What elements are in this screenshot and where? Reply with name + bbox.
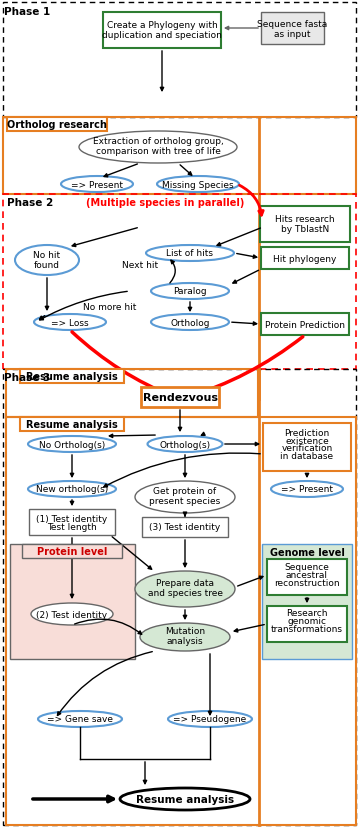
Ellipse shape — [15, 246, 79, 276]
Text: => Loss: => Loss — [51, 318, 89, 327]
Text: Missing Species: Missing Species — [162, 181, 234, 190]
Ellipse shape — [151, 284, 229, 300]
Ellipse shape — [28, 481, 116, 498]
Text: Genome level: Genome level — [270, 547, 344, 557]
Ellipse shape — [61, 177, 133, 193]
Text: Prepare data: Prepare data — [156, 579, 214, 588]
Ellipse shape — [140, 623, 230, 651]
Text: reconstruction: reconstruction — [274, 579, 340, 588]
Text: No more hit: No more hit — [83, 303, 137, 312]
Text: Paralog: Paralog — [173, 287, 207, 296]
Ellipse shape — [31, 604, 113, 625]
Text: Phase 3: Phase 3 — [4, 373, 50, 383]
Text: present species: present species — [149, 497, 221, 506]
Text: Ortholog: Ortholog — [170, 318, 210, 327]
Text: Ortholog(s): Ortholog(s) — [159, 440, 211, 449]
Text: as input: as input — [274, 30, 310, 38]
Ellipse shape — [38, 711, 122, 727]
Text: genomic: genomic — [288, 617, 326, 626]
Text: Create a Phylogeny with: Create a Phylogeny with — [107, 21, 218, 30]
Ellipse shape — [135, 571, 235, 607]
Bar — [261, 248, 349, 270]
Ellipse shape — [79, 132, 237, 164]
Ellipse shape — [151, 315, 229, 330]
Bar — [20, 417, 124, 431]
Text: transformations: transformations — [271, 625, 343, 633]
Ellipse shape — [271, 481, 343, 498]
Text: Rendezvous: Rendezvous — [143, 392, 218, 402]
Text: verification: verification — [281, 444, 333, 453]
Text: Test length: Test length — [47, 522, 97, 532]
Text: by TblastN: by TblastN — [281, 224, 329, 233]
Text: duplication and speciation: duplication and speciation — [102, 31, 222, 40]
Bar — [267, 560, 347, 595]
Bar — [20, 369, 124, 383]
Text: Extraction of ortholog group,: Extraction of ortholog group, — [93, 137, 223, 147]
Text: Get protein of: Get protein of — [153, 487, 216, 496]
Bar — [3, 369, 356, 825]
Text: Protein level: Protein level — [37, 546, 107, 556]
Bar — [261, 314, 349, 335]
Bar — [262, 544, 352, 659]
Ellipse shape — [168, 711, 252, 727]
Text: New ortholog(s): New ortholog(s) — [36, 485, 108, 494]
Text: No Ortholog(s): No Ortholog(s) — [39, 440, 105, 449]
Text: Resume analysis: Resume analysis — [136, 794, 234, 804]
Text: Phase 2: Phase 2 — [7, 198, 53, 208]
Text: Research: Research — [286, 609, 328, 618]
Text: Hit phylogeny: Hit phylogeny — [273, 254, 337, 263]
Bar — [22, 544, 122, 558]
Bar — [10, 544, 135, 659]
Text: List of hits: List of hits — [167, 249, 214, 258]
Bar — [267, 606, 347, 643]
Bar — [261, 13, 323, 45]
Bar — [29, 509, 115, 536]
Ellipse shape — [120, 788, 250, 810]
Text: No hit: No hit — [33, 251, 61, 260]
Bar — [7, 118, 107, 132]
Text: => Gene save: => Gene save — [47, 715, 113, 724]
Text: ancestral: ancestral — [286, 570, 328, 580]
Bar — [103, 13, 221, 49]
Ellipse shape — [146, 246, 234, 262]
Text: Resume analysis: Resume analysis — [26, 372, 118, 382]
Ellipse shape — [157, 177, 239, 193]
Text: comparison with tree of life: comparison with tree of life — [95, 147, 220, 156]
Ellipse shape — [148, 436, 223, 452]
Text: Sequence: Sequence — [285, 563, 330, 572]
Text: => Pseudogene: => Pseudogene — [173, 715, 247, 724]
Text: and species tree: and species tree — [148, 589, 223, 598]
Ellipse shape — [28, 436, 116, 452]
Text: Prediction: Prediction — [284, 428, 330, 437]
Text: Ortholog research: Ortholog research — [7, 120, 107, 130]
Text: found: found — [34, 261, 60, 270]
Text: Protein Prediction: Protein Prediction — [265, 320, 345, 329]
Bar — [3, 195, 356, 369]
Bar — [3, 118, 356, 195]
Bar — [263, 423, 351, 471]
Text: Resume analysis: Resume analysis — [26, 420, 118, 430]
Text: Phase 1: Phase 1 — [4, 7, 50, 17]
Ellipse shape — [34, 315, 106, 330]
Text: existence: existence — [285, 436, 329, 445]
Bar — [6, 417, 356, 825]
Ellipse shape — [135, 481, 235, 513]
Bar — [141, 388, 219, 407]
Text: Sequence fasta: Sequence fasta — [257, 20, 327, 28]
Text: (Multiple species in parallel): (Multiple species in parallel) — [86, 198, 244, 208]
Text: analysis: analysis — [167, 637, 203, 646]
Text: => Present: => Present — [71, 181, 123, 190]
Bar — [142, 518, 228, 537]
Text: (3) Test identity: (3) Test identity — [149, 522, 221, 532]
Text: Hits research: Hits research — [275, 214, 335, 224]
Text: => Present: => Present — [281, 485, 333, 494]
Bar — [3, 3, 356, 118]
Text: (1) Test identity: (1) Test identity — [36, 514, 108, 522]
Text: in database: in database — [280, 452, 334, 461]
Text: (2) Test identity: (2) Test identity — [36, 609, 108, 619]
Text: Next hit: Next hit — [122, 261, 158, 270]
Bar — [260, 207, 350, 243]
Text: Mutation: Mutation — [165, 627, 205, 636]
Bar — [6, 369, 258, 417]
